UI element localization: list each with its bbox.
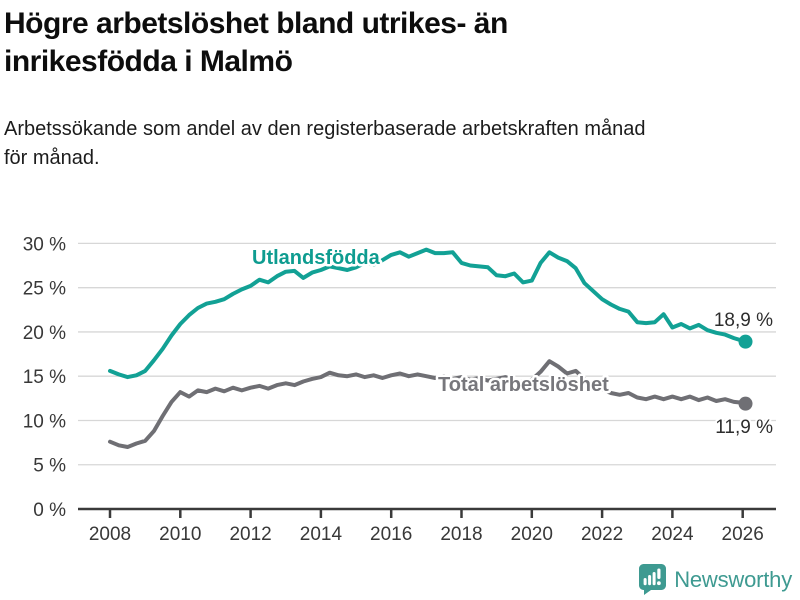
brand-footer: Newsworthy xyxy=(639,564,792,595)
logo-exclamation-bar xyxy=(657,568,661,579)
x-tick-label: 2016 xyxy=(370,524,412,545)
x-tick-label: 2014 xyxy=(300,524,343,545)
x-tick-label: 2018 xyxy=(440,524,482,545)
y-tick-label: 10 % xyxy=(23,411,66,432)
x-tick-label: 2026 xyxy=(722,524,764,545)
x-tick-label: 2020 xyxy=(511,524,553,545)
x-tick-label: 2010 xyxy=(159,524,201,545)
newsworthy-logo-icon xyxy=(639,564,667,595)
series-end-dot xyxy=(738,334,753,349)
x-tick-label: 2012 xyxy=(229,524,271,545)
series-label: Utlandsfödda xyxy=(252,247,381,269)
x-tick-label: 2022 xyxy=(581,524,623,545)
series-label: Total arbetslöshet xyxy=(438,374,609,396)
page-subtitle: Arbetssökande som andel av den registerb… xyxy=(4,118,646,169)
y-tick-label: 0 % xyxy=(33,500,66,521)
logo-bar-3 xyxy=(652,572,656,586)
logo-bar-1 xyxy=(643,578,647,586)
x-tick-label: 2024 xyxy=(651,524,694,545)
logo-exclamation-dot xyxy=(657,581,661,586)
y-tick-label: 25 % xyxy=(23,279,66,300)
series-line-total xyxy=(108,359,748,449)
logo-bar-2 xyxy=(648,575,652,586)
brand-name: Newsworthy xyxy=(674,566,792,592)
series-line-utlandsfodda xyxy=(108,247,748,380)
series-end-dot xyxy=(738,396,753,411)
series-end-value: 18,9 % xyxy=(714,310,773,331)
y-tick-label: 5 % xyxy=(33,456,66,477)
x-tick-label: 2008 xyxy=(89,524,131,545)
page-title: Högre arbetslöshet bland utrikes- än inr… xyxy=(4,7,508,78)
logo-bubble xyxy=(639,564,667,595)
series-end-value: 11,9 % xyxy=(715,417,773,438)
y-tick-label: 20 % xyxy=(23,323,66,344)
y-tick-label: 30 % xyxy=(23,234,66,255)
y-tick-label: 15 % xyxy=(23,367,66,388)
